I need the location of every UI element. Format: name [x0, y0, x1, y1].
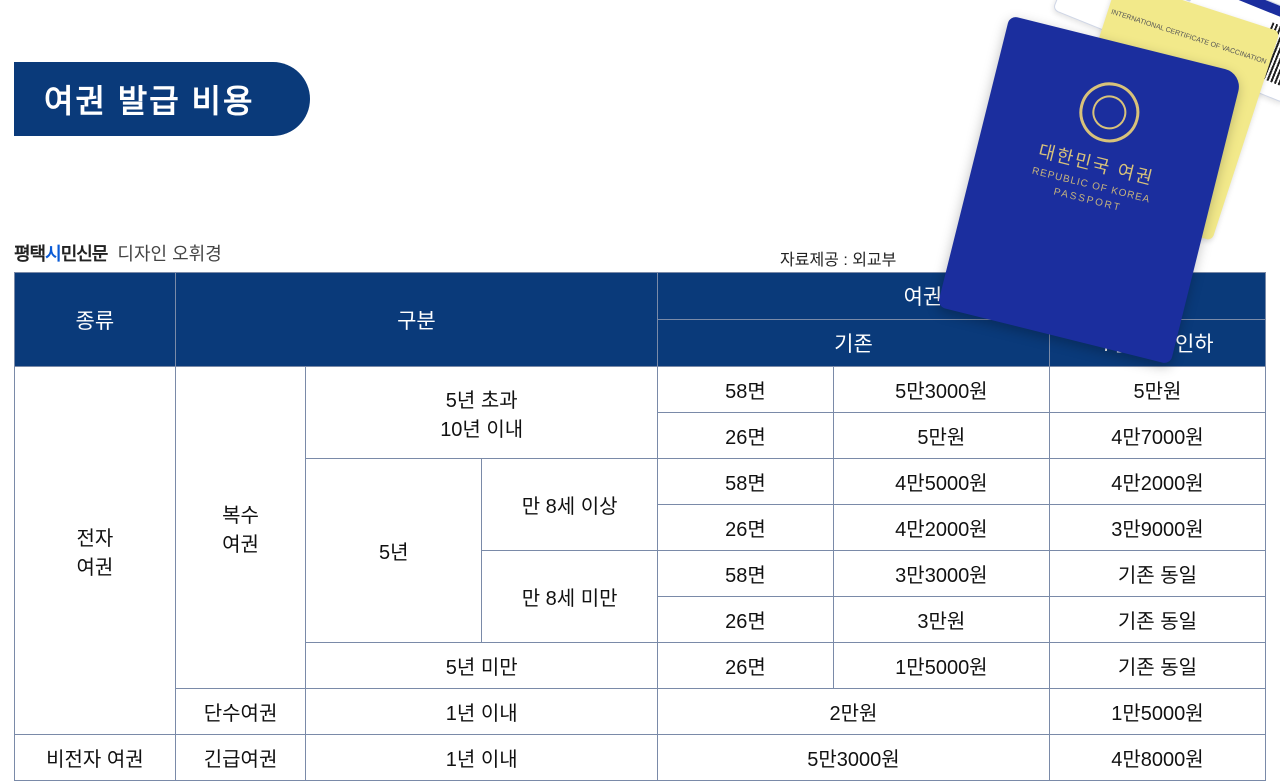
cell-pages: 26면: [658, 413, 834, 459]
table-row: 비전자 여권 긴급여권 1년 이내 5만3000원 4만8000원: [15, 735, 1266, 781]
cell-pages: 26면: [658, 643, 834, 689]
fee-table-wrap: 종류 구분 여권발급비용 기존 7월 1일 인하 전자 여권 복수 여권 5년 …: [14, 272, 1266, 781]
cell-electronic: 전자 여권: [15, 367, 176, 735]
table-row: 전자 여권 복수 여권 5년 초과 10년 이내 58면 5만3000원 5만원: [15, 367, 1266, 413]
brand-text-a: 평택: [14, 244, 45, 264]
cell-pages: 26면: [658, 597, 834, 643]
cell-new: 4만8000원: [1049, 735, 1265, 781]
passport-emblem-icon: [1073, 76, 1146, 149]
cell-old: 3만원: [833, 597, 1049, 643]
cell-old: 3만3000원: [833, 551, 1049, 597]
cell-new: 1만5000원: [1049, 689, 1265, 735]
cell-urgent: 긴급여권: [175, 735, 306, 781]
page-title: 여권 발급 비용: [14, 62, 310, 136]
credit-designer: 디자인 오휘경: [117, 244, 221, 264]
th-old: 기존: [658, 320, 1050, 367]
credit-source: 자료제공 : 외교부: [780, 246, 896, 270]
th-type: 종류: [15, 273, 176, 367]
cell-pages: 58면: [658, 551, 834, 597]
cell-new: 4만7000원: [1049, 413, 1265, 459]
cell-new: 3만9000원: [1049, 505, 1265, 551]
cell-old-merged: 5만3000원: [658, 735, 1050, 781]
cell-old: 4만2000원: [833, 505, 1049, 551]
fee-table: 종류 구분 여권발급비용 기존 7월 1일 인하 전자 여권 복수 여권 5년 …: [14, 272, 1266, 781]
cell-within1: 1년 이내: [306, 689, 658, 735]
cell-under5: 5년 미만: [306, 643, 658, 689]
table-row: 단수여권 1년 이내 2만원 1만5000원: [15, 689, 1266, 735]
cell-nonelectronic: 비전자 여권: [15, 735, 176, 781]
cell-five: 5년: [306, 459, 482, 643]
cell-new: 기존 동일: [1049, 643, 1265, 689]
cell-old: 5만원: [833, 413, 1049, 459]
cell-pages: 26면: [658, 505, 834, 551]
brand-text-c: 민신문: [61, 244, 108, 264]
cell-over5under10: 5년 초과 10년 이내: [306, 367, 658, 459]
cell-multi: 복수 여권: [175, 367, 306, 689]
cell-new: 기존 동일: [1049, 551, 1265, 597]
cell-within1: 1년 이내: [306, 735, 658, 781]
cell-new: 기존 동일: [1049, 597, 1265, 643]
cell-new: 5만원: [1049, 367, 1265, 413]
cell-age8plus: 만 8세 이상: [482, 459, 658, 551]
th-category: 구분: [175, 273, 657, 367]
cell-old-merged: 2만원: [658, 689, 1050, 735]
cell-pages: 58면: [658, 367, 834, 413]
cell-age8minus: 만 8세 미만: [482, 551, 658, 643]
cell-new: 4만2000원: [1049, 459, 1265, 505]
cell-old: 4만5000원: [833, 459, 1049, 505]
cell-pages: 58면: [658, 459, 834, 505]
cell-old: 5만3000원: [833, 367, 1049, 413]
credit-publisher: 평택시민신문 디자인 오휘경: [14, 240, 222, 266]
passport-illustration: INTERNATIONAL CERTIFICATE OF VACCINATION…: [910, 0, 1270, 290]
cell-old: 1만5000원: [833, 643, 1049, 689]
cell-single: 단수여권: [175, 689, 306, 735]
brand-text-b: 시: [45, 244, 61, 264]
